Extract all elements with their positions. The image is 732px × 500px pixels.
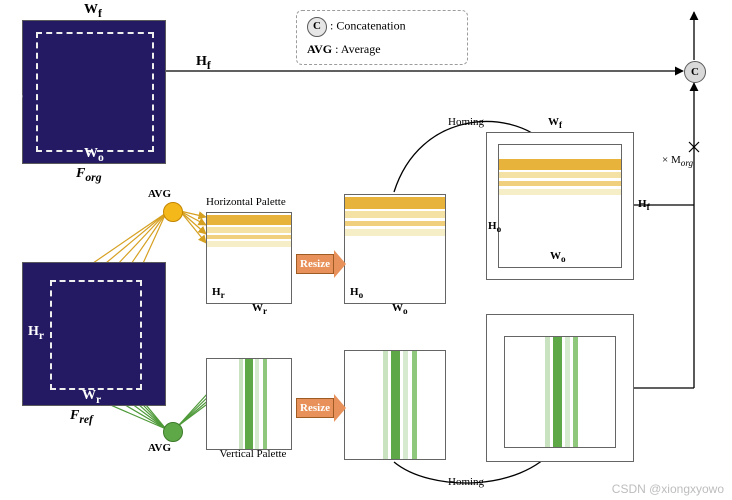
label-homing-bottom: Homing <box>448 476 484 488</box>
palette-hstripe <box>207 227 291 233</box>
palette-vstripe <box>545 337 550 447</box>
palette-hstripe <box>499 159 621 170</box>
avg-node-top <box>163 202 183 222</box>
label-ho-frame-top: Ho <box>488 220 501 234</box>
palette-vstripe <box>255 359 259 449</box>
label-vertical-palette: Vertical Palette <box>218 448 288 460</box>
legend-row-avg: AVG : Average <box>307 41 457 58</box>
palette-hstripe <box>345 197 445 209</box>
palette-vstripe <box>391 351 400 459</box>
label-morg: × Morg <box>662 154 693 168</box>
palette-hstripe <box>499 181 621 186</box>
palette-vstripe <box>263 359 267 449</box>
watermark-text: CSDN @xiongxyowo <box>612 482 724 496</box>
palette-vstripe <box>403 351 408 459</box>
palette-hstripe <box>207 235 291 239</box>
palette-vstripe <box>412 351 417 459</box>
legend-row-concat: C : Concatenation <box>307 17 457 37</box>
avg-label-top: AVG <box>148 188 171 200</box>
legend-box: C : Concatenation AVG : Average <box>296 10 468 65</box>
diagram-stage: { "canvas": { "w": 732, "h": 500, "bg": … <box>0 0 732 500</box>
palette-hstripe <box>207 215 291 225</box>
label-f-org: Forg <box>76 166 102 184</box>
resize-label-top: Resize <box>300 258 330 270</box>
resize-arrow-top: Resize <box>296 250 346 278</box>
legend-avg-symbol: AVG <box>307 42 332 56</box>
homing-inner-bottom <box>504 336 616 448</box>
label-wf-top: Wf <box>84 2 102 20</box>
palette-hstripe <box>345 221 445 226</box>
palette-hstripe <box>499 172 621 178</box>
label-wr-inner: Wr <box>82 388 101 406</box>
concat-node: C <box>684 61 706 83</box>
label-hr-hp1: Hr <box>212 286 225 300</box>
palette-vstripe <box>239 359 243 449</box>
label-wf-frame-top: Wf <box>548 116 562 130</box>
label-hf-right: Hf <box>638 198 650 212</box>
avg-label-bottom: AVG <box>148 442 171 454</box>
legend-avg-label: : Average <box>335 42 380 56</box>
palette-hstripe <box>207 241 291 247</box>
resize-arrow-bottom: Resize <box>296 394 346 422</box>
label-wo-hp2: Wo <box>392 302 408 316</box>
avg-node-bottom <box>163 422 183 442</box>
label-f-ref: Fref <box>70 408 93 426</box>
palette-hstripe <box>499 189 621 195</box>
label-hr-left: Hr <box>28 324 44 342</box>
label-homing-top: Homing <box>448 116 484 128</box>
palette-vstripe <box>553 337 562 447</box>
label-ho-left: Ho <box>6 84 23 102</box>
concat-node-label: C <box>691 66 699 78</box>
label-wo-inner: Wo <box>84 146 104 164</box>
label-wo-frame-top: Wo <box>550 250 566 264</box>
palette-vstripe <box>383 351 388 459</box>
resize-label-bottom: Resize <box>300 402 330 414</box>
palette-hstripe <box>345 229 445 236</box>
legend-concat-label: : Concatenation <box>330 18 406 32</box>
label-wr-hp1: Wr <box>252 302 267 316</box>
label-horizontal-palette: Horizontal Palette <box>206 196 286 208</box>
palette-vstripe <box>565 337 570 447</box>
vertical-palette-box-2 <box>344 350 446 460</box>
f-org-inner-box <box>36 32 154 152</box>
f-ref-inner-box <box>50 280 142 390</box>
label-hf-top-line: Hf <box>196 54 211 72</box>
palette-hstripe <box>345 211 445 218</box>
palette-vstripe <box>245 359 253 449</box>
vertical-palette-box-1 <box>206 358 292 450</box>
concat-symbol-icon: C <box>307 17 327 37</box>
label-ho-hp2: Ho <box>350 286 363 300</box>
palette-vstripe <box>573 337 578 447</box>
